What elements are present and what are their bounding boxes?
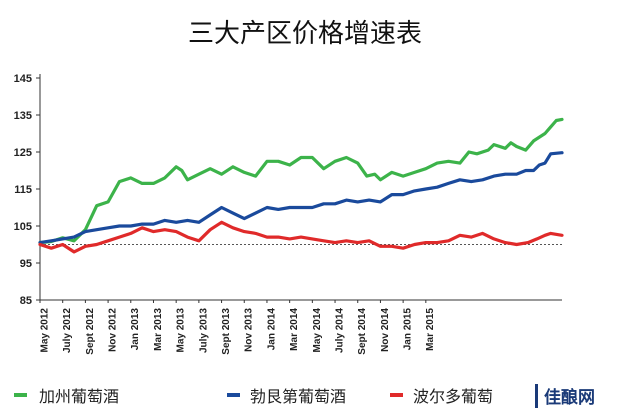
x-tick-label: Jan 2013 (130, 308, 141, 351)
series-line-burgundy (38, 151, 564, 245)
chart-legend: 加州葡萄酒 勃艮第葡萄酒 波尔多葡萄 (14, 387, 493, 406)
x-tick-label: Jan 2014 (266, 308, 277, 351)
y-tick-label: 105 (14, 221, 32, 233)
watermark-bar-icon (535, 384, 538, 408)
legend-label-bordeaux: 波尔多葡萄 (413, 387, 493, 406)
y-tick-label: 125 (14, 147, 32, 159)
y-tick-label: 135 (14, 110, 32, 122)
x-tick-label: July 2013 (198, 308, 209, 353)
legend-swatch-california (14, 393, 27, 397)
y-tick-label: 145 (14, 73, 32, 85)
x-tick-label: May 2012 (39, 308, 50, 353)
x-tick-label: Nov 2012 (107, 308, 118, 352)
legend-label-burgundy: 勃艮第葡萄酒 (250, 387, 346, 406)
x-tick-label: Mar 2013 (153, 308, 164, 351)
y-axis-ticks: 85 95 105 115 125 135 145 (14, 73, 40, 307)
x-tick-label: July 2014 (334, 308, 345, 353)
x-tick-label: Nov 2014 (380, 308, 391, 352)
x-tick-label: Nov 2013 (244, 308, 255, 352)
chart-title: 三大产区价格增速表 (188, 19, 422, 49)
watermark-text: 佳酿网 (544, 387, 595, 408)
x-tick-label: Sept 2014 (357, 308, 368, 355)
legend-label-california: 加州葡萄酒 (39, 387, 119, 406)
y-tick-label: 95 (20, 258, 32, 270)
x-tick-label: Sept 2012 (85, 308, 96, 355)
x-tick-label: May 2014 (312, 308, 323, 353)
y-tick-label: 115 (14, 184, 32, 196)
x-tick-label: May 2013 (176, 308, 187, 353)
y-tick-label: 85 (20, 295, 32, 307)
watermark-logo: 佳酿网 (535, 384, 595, 408)
x-tick-label: Mar 2015 (425, 308, 436, 351)
x-tick-label: July 2012 (62, 308, 73, 353)
x-tick-label: Jan 2015 (403, 308, 414, 351)
legend-swatch-bordeaux (390, 393, 403, 397)
x-tick-label: Sept 2013 (221, 308, 232, 355)
chart-series (38, 117, 564, 254)
x-axis-ticks: May 2012 July 2012 Sept 2012 Nov 2012 Jan 20… (39, 300, 436, 355)
x-tick-label: Mar 2014 (289, 308, 300, 351)
chart-axes (39, 74, 562, 301)
series-line-california (38, 117, 564, 245)
series-line-bordeaux (38, 220, 564, 254)
legend-swatch-burgundy (227, 393, 240, 397)
